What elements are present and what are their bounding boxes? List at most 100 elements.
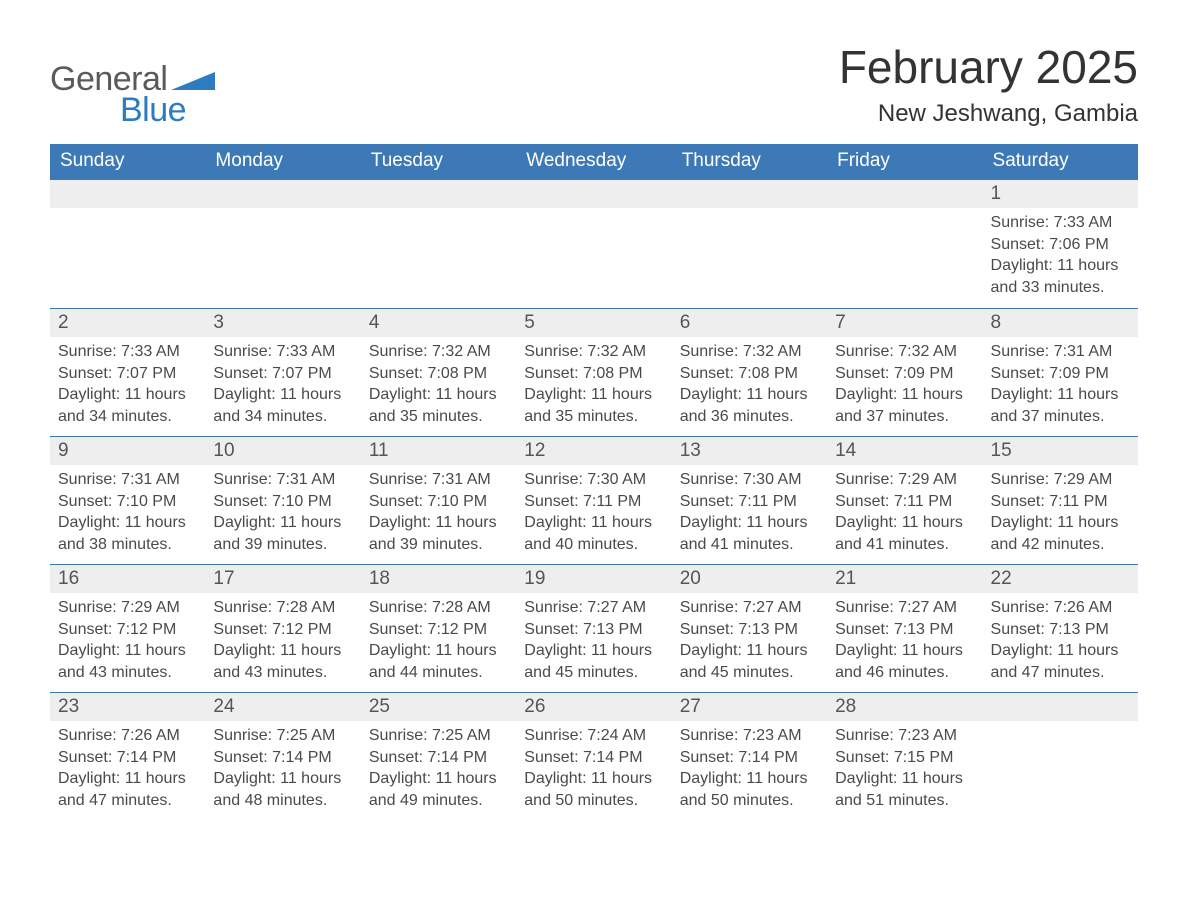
day-detail: Sunrise: 7:30 AMSunset: 7:11 PMDaylight:… (516, 465, 671, 561)
sunset-value: 7:12 PM (117, 621, 177, 638)
day-number: 20 (672, 564, 827, 593)
sunrise-line: Sunrise: 7:33 AM (58, 341, 197, 363)
sunset-value: 7:14 PM (117, 749, 177, 766)
daylight-line: Daylight: 11 hours and 39 minutes. (213, 512, 352, 555)
sunrise-line: Sunrise: 7:28 AM (213, 597, 352, 619)
day-cell: 11Sunrise: 7:31 AMSunset: 7:10 PMDayligh… (361, 436, 516, 564)
daylight-label: Daylight: (991, 386, 1058, 403)
sunset-line: Sunset: 7:12 PM (213, 619, 352, 641)
sunrise-label: Sunrise: (524, 599, 587, 616)
sunset-label: Sunset: (991, 621, 1050, 638)
daylight-line: Daylight: 11 hours and 42 minutes. (991, 512, 1130, 555)
sunrise-line: Sunrise: 7:32 AM (369, 341, 508, 363)
daylight-line: Daylight: 11 hours and 47 minutes. (991, 640, 1130, 683)
sunset-value: 7:14 PM (738, 749, 798, 766)
sunrise-value: 7:27 AM (898, 599, 957, 616)
sunrise-line: Sunrise: 7:29 AM (835, 469, 974, 491)
sunset-value: 7:11 PM (1049, 493, 1107, 510)
sunrise-label: Sunrise: (213, 343, 276, 360)
sunrise-value: 7:32 AM (743, 343, 802, 360)
day-detail: Sunrise: 7:25 AMSunset: 7:14 PMDaylight:… (361, 721, 516, 817)
sunset-label: Sunset: (835, 365, 894, 382)
sunrise-line: Sunrise: 7:25 AM (213, 725, 352, 747)
sunrise-line: Sunrise: 7:31 AM (58, 469, 197, 491)
daylight-line: Daylight: 11 hours and 50 minutes. (680, 768, 819, 811)
sunset-label: Sunset: (991, 236, 1050, 253)
sunset-label: Sunset: (369, 621, 428, 638)
day-number: 8 (983, 308, 1138, 337)
sunset-line: Sunset: 7:13 PM (991, 619, 1130, 641)
weeks-container: 1Sunrise: 7:33 AMSunset: 7:06 PMDaylight… (50, 180, 1138, 820)
day-header: Saturday (983, 144, 1138, 180)
day-cell: 6Sunrise: 7:32 AMSunset: 7:08 PMDaylight… (672, 308, 827, 436)
day-detail: Sunrise: 7:27 AMSunset: 7:13 PMDaylight:… (516, 593, 671, 689)
sunset-label: Sunset: (369, 365, 428, 382)
day-number (672, 180, 827, 208)
day-number: 7 (827, 308, 982, 337)
sunrise-line: Sunrise: 7:31 AM (991, 341, 1130, 363)
sunrise-label: Sunrise: (835, 343, 898, 360)
daylight-label: Daylight: (524, 386, 591, 403)
day-number: 11 (361, 436, 516, 465)
sunset-label: Sunset: (680, 365, 739, 382)
sunrise-label: Sunrise: (524, 471, 587, 488)
sunrise-label: Sunrise: (991, 471, 1054, 488)
sunrise-line: Sunrise: 7:26 AM (58, 725, 197, 747)
day-detail: Sunrise: 7:24 AMSunset: 7:14 PMDaylight:… (516, 721, 671, 817)
sunset-value: 7:09 PM (1049, 365, 1109, 382)
sunrise-label: Sunrise: (369, 599, 432, 616)
sunrise-value: 7:23 AM (898, 727, 957, 744)
day-number: 27 (672, 692, 827, 721)
daylight-label: Daylight: (213, 642, 280, 659)
sunset-label: Sunset: (991, 365, 1050, 382)
daylight-line: Daylight: 11 hours and 48 minutes. (213, 768, 352, 811)
sunrise-label: Sunrise: (680, 727, 743, 744)
day-cell: 27Sunrise: 7:23 AMSunset: 7:14 PMDayligh… (672, 692, 827, 820)
day-cell: 24Sunrise: 7:25 AMSunset: 7:14 PMDayligh… (205, 692, 360, 820)
daylight-label: Daylight: (213, 386, 280, 403)
day-number: 15 (983, 436, 1138, 465)
day-number (361, 180, 516, 208)
sunrise-label: Sunrise: (369, 727, 432, 744)
day-detail: Sunrise: 7:23 AMSunset: 7:14 PMDaylight:… (672, 721, 827, 817)
sunset-line: Sunset: 7:14 PM (213, 747, 352, 769)
day-number: 21 (827, 564, 982, 593)
day-number (827, 180, 982, 208)
sunrise-line: Sunrise: 7:27 AM (835, 597, 974, 619)
day-header: Friday (827, 144, 982, 180)
day-cell: 12Sunrise: 7:30 AMSunset: 7:11 PMDayligh… (516, 436, 671, 564)
sunrise-value: 7:31 AM (121, 471, 180, 488)
day-detail: Sunrise: 7:31 AM Sunset: 7:09 PM Daylight:… (983, 337, 1138, 433)
day-cell: 1Sunrise: 7:33 AMSunset: 7:06 PMDaylight… (983, 180, 1138, 308)
sunset-label: Sunset: (58, 365, 117, 382)
daylight-line: Daylight: 11 hours and 41 minutes. (680, 512, 819, 555)
daylight-label: Daylight: (991, 257, 1058, 274)
day-detail: Sunrise: 7:25 AMSunset: 7:14 PMDaylight:… (205, 721, 360, 817)
day-number (516, 180, 671, 208)
daylight-line: Daylight: 11 hours and 46 minutes. (835, 640, 974, 683)
sunrise-line: Sunrise: 7:30 AM (524, 469, 663, 491)
daylight-label: Daylight: (58, 642, 125, 659)
day-cell (205, 180, 360, 308)
day-number: 5 (516, 308, 671, 337)
daylight-line: Daylight: 11 hours and 45 minutes. (680, 640, 819, 683)
sunset-label: Sunset: (58, 493, 117, 510)
sunset-value: 7:14 PM (583, 749, 643, 766)
sunrise-value: 7:31 AM (1054, 343, 1113, 360)
daylight-label: Daylight: (680, 770, 747, 787)
day-number: 2 (50, 308, 205, 337)
month-title: February 2025 (839, 40, 1138, 94)
day-detail: Sunrise: 7:23 AMSunset: 7:15 PMDaylight:… (827, 721, 982, 817)
day-cell: 2Sunrise: 7:33 AMSunset: 7:07 PMDaylight… (50, 308, 205, 436)
day-cell: 7Sunrise: 7:32 AMSunset: 7:09 PMDaylight… (827, 308, 982, 436)
daylight-line: Daylight: 11 hours and 41 minutes. (835, 512, 974, 555)
sunset-label: Sunset: (213, 493, 272, 510)
sunrise-value: 7:32 AM (587, 343, 646, 360)
daylight-label: Daylight: (58, 386, 125, 403)
sunrise-line: Sunrise: 7:26 AM (991, 597, 1130, 619)
sunrise-label: Sunrise: (680, 471, 743, 488)
sunset-label: Sunset: (369, 493, 428, 510)
sunrise-label: Sunrise: (58, 471, 121, 488)
day-detail: Sunrise: 7:32 AMSunset: 7:09 PMDaylight:… (827, 337, 982, 433)
daylight-label: Daylight: (524, 642, 591, 659)
